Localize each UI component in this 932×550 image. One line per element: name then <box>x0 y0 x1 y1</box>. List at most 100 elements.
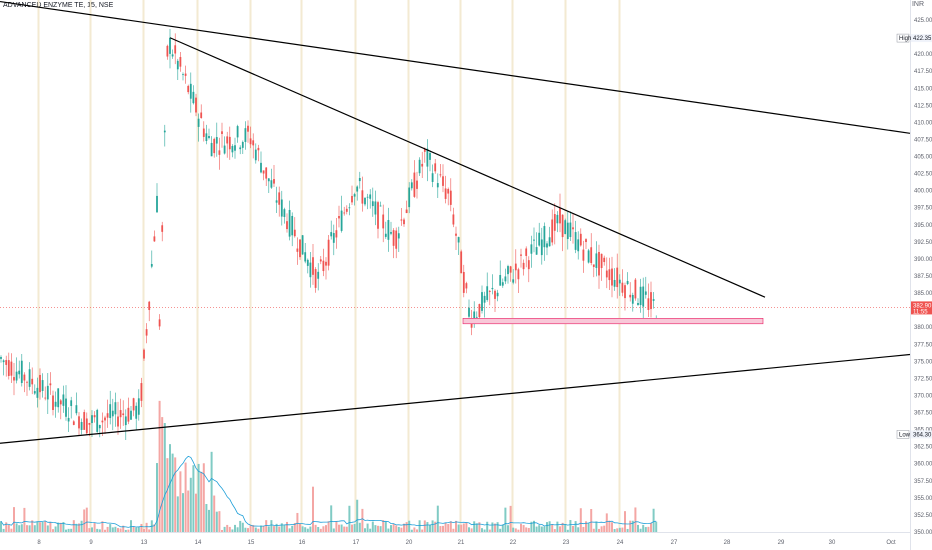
candle-body <box>613 279 616 287</box>
candle-body <box>332 233 335 243</box>
candle-body <box>327 239 330 266</box>
candle-body <box>605 270 608 278</box>
candle-body <box>416 180 418 189</box>
y-tick-label: 395.00 <box>914 223 932 229</box>
high-tag-label: High <box>899 36 911 42</box>
volume-bar <box>364 528 366 532</box>
volume-bar <box>564 524 567 532</box>
volume-bar <box>343 526 346 532</box>
candle-body <box>184 73 187 76</box>
y-tick-label: 377.50 <box>914 342 932 348</box>
y-tick-label: 415.00 <box>914 86 932 92</box>
candle-body <box>530 244 533 254</box>
volume-bar <box>80 520 83 532</box>
candle-body <box>182 74 184 76</box>
candle-body <box>390 232 392 234</box>
volume-bar <box>618 527 621 532</box>
candle-body <box>501 282 504 286</box>
volume-bar <box>137 527 140 532</box>
volume-bar <box>39 522 41 532</box>
candle-body <box>213 138 216 154</box>
candle-body <box>652 299 655 301</box>
descending-resistance-trendline <box>169 37 766 298</box>
volume-bar <box>75 523 78 532</box>
volume-bar <box>403 523 405 532</box>
volume-bar <box>174 457 177 532</box>
candle-body <box>228 136 231 150</box>
candle-body <box>353 194 356 197</box>
candle-body <box>442 176 444 186</box>
volume-bar <box>522 525 525 532</box>
volume-bar <box>83 509 86 532</box>
candle-body <box>270 180 273 188</box>
candle-body <box>148 301 151 311</box>
exchange-label: NSE <box>98 2 114 9</box>
candle-body <box>439 174 442 176</box>
candle-body <box>85 418 88 434</box>
volume-bar <box>639 528 642 532</box>
candle-body <box>280 199 283 217</box>
volume-bar <box>566 529 569 532</box>
candle-body <box>93 415 96 418</box>
candle-body <box>28 369 31 387</box>
y-tick-label: 385.00 <box>914 291 932 297</box>
volume-bar <box>444 523 447 532</box>
volume-bar <box>527 527 530 532</box>
volume-bar <box>288 528 291 532</box>
volume-bar <box>525 527 528 532</box>
candle-body <box>585 239 587 243</box>
y-tick-label: 425.00 <box>914 18 932 24</box>
candle-body <box>231 146 234 153</box>
candle-body <box>595 253 598 268</box>
candle-body <box>561 214 564 238</box>
candle-body <box>514 263 517 271</box>
volume-bar <box>369 528 372 532</box>
volume-bar <box>117 528 119 532</box>
volume-bar <box>319 528 322 532</box>
candle-body <box>551 219 554 243</box>
volume-bar <box>582 526 585 532</box>
candle-body <box>387 220 390 240</box>
candle-body <box>197 118 200 127</box>
candle-body <box>67 417 70 422</box>
volume-bar <box>195 493 197 532</box>
session-grid <box>0 0 911 550</box>
candle-body <box>462 271 465 293</box>
candle-body <box>564 220 567 235</box>
candle-body <box>78 416 80 429</box>
volume-bar <box>23 507 26 532</box>
volume-bar <box>210 451 213 532</box>
candle-body <box>59 400 62 405</box>
y-tick-label: 387.50 <box>914 274 932 280</box>
candle-body <box>174 45 177 54</box>
candle-body <box>621 282 624 293</box>
candle-body <box>473 311 476 320</box>
volume-bar <box>351 524 353 532</box>
volume-bar <box>306 528 309 532</box>
volume-bar <box>28 525 31 532</box>
candle-body <box>249 138 252 145</box>
volume-bar <box>187 490 190 532</box>
candle-body <box>418 159 421 174</box>
candle-body <box>153 236 156 242</box>
x-tick-label: 29 <box>778 540 785 546</box>
candle-body <box>616 267 619 288</box>
candle-body <box>293 229 296 237</box>
candle-body <box>163 130 166 133</box>
volume-bar <box>143 528 145 532</box>
candle-body <box>72 421 75 425</box>
volume-bar <box>634 507 637 532</box>
y-tick-label: 355.00 <box>914 496 932 502</box>
x-tick-label: 21 <box>458 540 465 546</box>
volume-bar <box>621 527 624 532</box>
ascending-support-trendline <box>0 353 911 444</box>
volume-bar <box>494 523 496 532</box>
candle-body <box>104 417 106 421</box>
volume-bar <box>197 463 200 532</box>
volume-bar <box>65 529 67 532</box>
candle-body <box>83 412 86 430</box>
volume-bar <box>491 522 494 532</box>
candle-body <box>23 374 26 381</box>
